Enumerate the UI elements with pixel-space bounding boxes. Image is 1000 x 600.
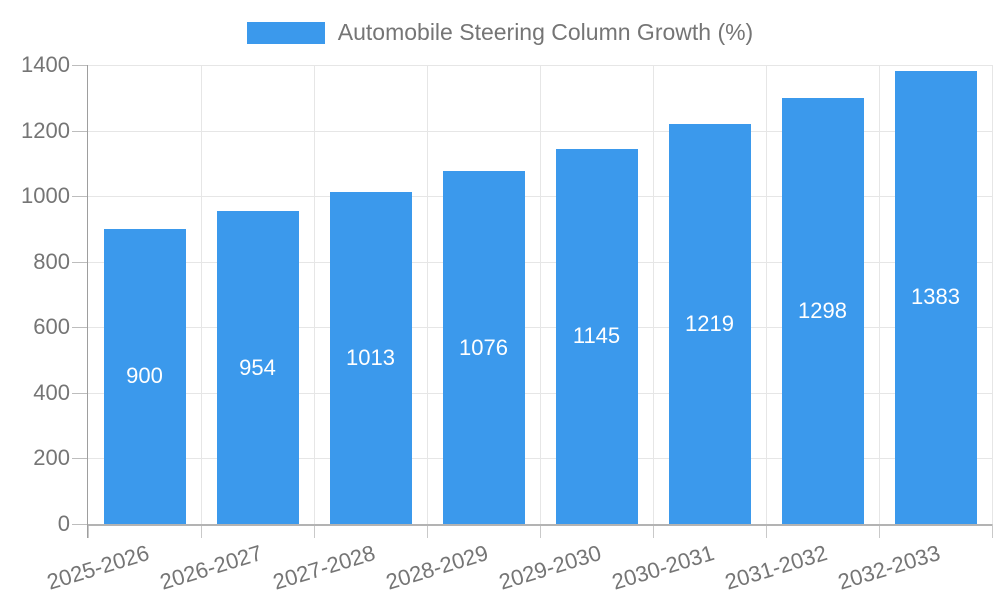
x-tick-mark (88, 524, 89, 538)
legend-label: Automobile Steering Column Growth (%) (337, 19, 754, 45)
bar-value-label: 1145 (572, 323, 621, 349)
gridline-vertical (766, 65, 767, 524)
gridline-vertical (427, 65, 428, 524)
y-tick-mark (72, 392, 88, 394)
bar-value-label: 1383 (911, 284, 960, 310)
y-tick-label: 1400 (21, 52, 70, 77)
bar-value-label: 1013 (346, 344, 395, 370)
bar-value-label: 1219 (685, 311, 734, 337)
legend: Automobile Steering Column Growth (%) (0, 19, 1000, 46)
legend-swatch (246, 21, 325, 44)
y-tick-mark (72, 130, 88, 132)
gridline-vertical (992, 65, 993, 524)
y-tick-mark (72, 65, 88, 66)
y-tick-label: 600 (33, 314, 70, 340)
x-tick-mark (653, 524, 654, 538)
y-tick-mark (72, 196, 88, 198)
gridline-vertical (201, 65, 202, 524)
bar (216, 211, 299, 524)
y-axis-line (87, 65, 88, 538)
x-tick-mark (540, 524, 541, 538)
y-tick-label: 1000 (21, 183, 70, 209)
bar-value-label: 1298 (798, 298, 847, 324)
y-tick-label: 200 (33, 445, 70, 471)
y-tick-label: 0 (57, 511, 70, 536)
bar (555, 148, 638, 524)
x-axis-line (88, 524, 992, 526)
y-tick-label: 1200 (21, 117, 70, 143)
bar (781, 98, 864, 524)
bar (103, 228, 186, 524)
x-tick-mark (992, 524, 993, 538)
bar (329, 191, 412, 524)
bar (442, 171, 525, 524)
bar-value-label: 954 (239, 354, 276, 380)
y-tick-mark (72, 261, 88, 263)
x-tick-mark (427, 524, 428, 538)
x-tick-mark (201, 524, 202, 538)
gridline-vertical (540, 65, 541, 524)
bar-value-label: 900 (126, 363, 163, 389)
x-tick-mark (314, 524, 315, 538)
x-tick-mark (766, 524, 767, 538)
gridline-vertical (653, 65, 654, 524)
bar-value-label: 1076 (459, 334, 508, 360)
bar (668, 124, 751, 524)
gridline-vertical (879, 65, 880, 524)
y-tick-label: 400 (33, 379, 70, 405)
y-tick-mark (72, 524, 88, 525)
y-tick-mark (72, 458, 88, 460)
y-tick-mark (72, 327, 88, 329)
x-tick-mark (879, 524, 880, 538)
gridline-vertical (314, 65, 315, 524)
bar (894, 70, 977, 524)
y-tick-label: 800 (33, 248, 70, 274)
